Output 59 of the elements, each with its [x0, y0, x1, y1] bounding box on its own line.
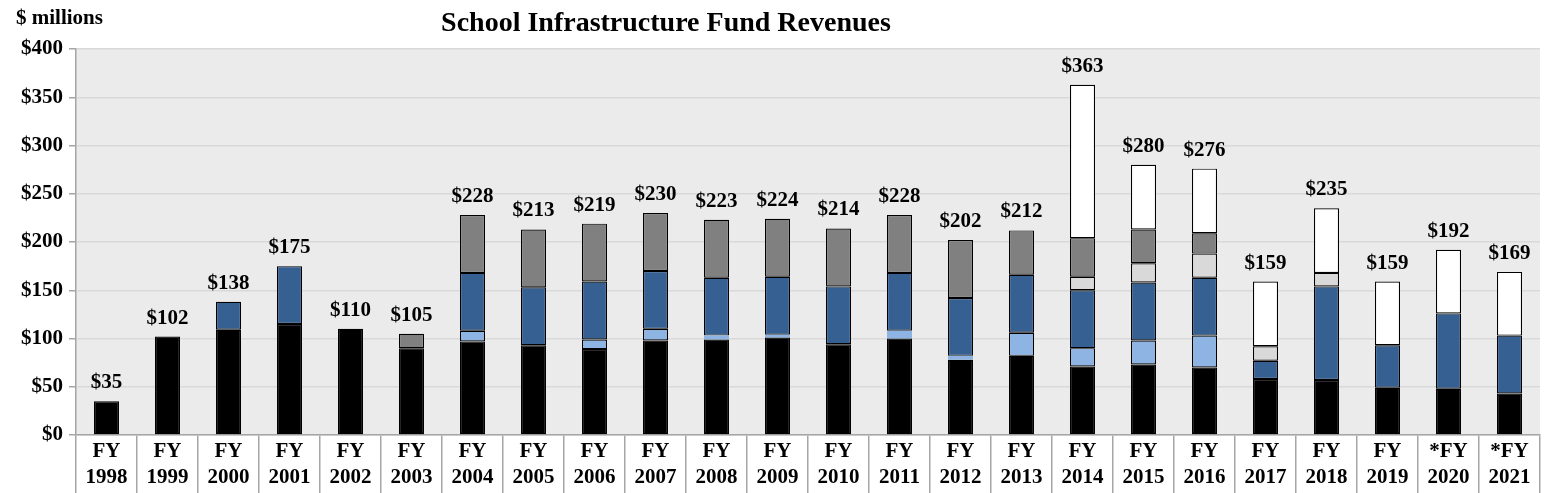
- x-tick-label: FY 2003: [390, 438, 433, 489]
- x-tick-label: FY 2010: [817, 438, 860, 489]
- total-label: $159: [1244, 249, 1287, 274]
- total-label: $202: [939, 208, 982, 233]
- x-tick-label: FY 2000: [207, 438, 250, 489]
- x-tick-label: FY 2004: [451, 438, 494, 489]
- total-label: $102: [146, 304, 189, 329]
- total-label: $276: [1183, 136, 1226, 161]
- x-tick-label: *FY 2020: [1427, 438, 1470, 489]
- x-tick-label: FY 2005: [512, 438, 555, 489]
- total-label: $192: [1427, 217, 1470, 242]
- x-tick-label: *FY 2021: [1488, 438, 1531, 489]
- x-tick-label: FY 2014: [1061, 438, 1104, 489]
- total-label: $235: [1305, 176, 1348, 201]
- x-tick-label: FY 2019: [1366, 438, 1409, 489]
- y-tick-label: $250: [21, 180, 63, 205]
- y-tick-label: $100: [21, 324, 63, 349]
- x-tick-label: FY 2002: [329, 438, 372, 489]
- x-tick-label: FY 2015: [1122, 438, 1165, 489]
- y-axis-title: $ millions: [16, 5, 103, 29]
- total-label: $105: [390, 301, 433, 326]
- total-label: $219: [573, 191, 616, 216]
- x-tick-label: FY 2007: [634, 438, 677, 489]
- x-tick-label: FY 2018: [1305, 438, 1348, 489]
- y-tick-label: $400: [21, 35, 63, 60]
- total-label: $138: [207, 269, 250, 294]
- total-label: $110: [330, 296, 371, 321]
- x-tick-label: FY 2016: [1183, 438, 1226, 489]
- x-tick-label: FY 2009: [756, 438, 799, 489]
- x-tick-label: FY 2011: [879, 438, 920, 489]
- chart-title: School Infrastructure Fund Revenues: [441, 6, 892, 37]
- x-tick-label: FY 2012: [939, 438, 982, 489]
- x-tick-label: FY 1998: [85, 438, 128, 489]
- y-tick-label: $50: [31, 373, 63, 398]
- y-tick-label: $150: [21, 276, 63, 301]
- y-tick-label: $350: [21, 83, 63, 108]
- y-tick-label: $300: [21, 131, 63, 156]
- total-label: $363: [1061, 52, 1104, 77]
- total-label: $228: [451, 182, 494, 207]
- total-label: $230: [634, 181, 677, 206]
- x-tick-label: FY 1999: [146, 438, 189, 489]
- x-tick-label: FY 2008: [695, 438, 738, 489]
- x-tick-label: FY 2006: [573, 438, 616, 489]
- total-label: $175: [268, 234, 311, 259]
- total-label: $224: [756, 186, 799, 211]
- total-label: $169: [1488, 239, 1531, 264]
- total-label: $212: [1000, 198, 1043, 223]
- y-tick-label: $0: [42, 421, 63, 446]
- x-tick-label: FY 2001: [268, 438, 311, 489]
- total-label: $213: [512, 197, 555, 222]
- x-tick-label: FY 2017: [1244, 438, 1287, 489]
- total-label: $159: [1366, 249, 1409, 274]
- total-label: $35: [90, 369, 123, 394]
- total-label: $214: [817, 196, 860, 221]
- total-label: $228: [878, 182, 921, 207]
- total-label: $280: [1122, 132, 1165, 157]
- x-tick-label: FY 2013: [1000, 438, 1043, 489]
- total-label: $223: [695, 187, 738, 212]
- y-tick-label: $200: [21, 228, 63, 253]
